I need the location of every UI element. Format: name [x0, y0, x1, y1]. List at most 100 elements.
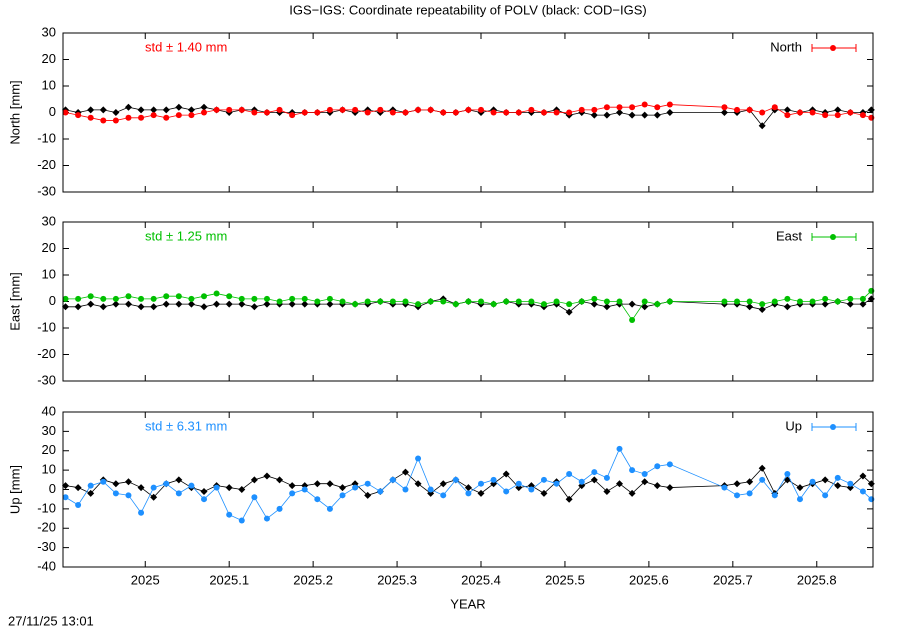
point	[125, 492, 132, 499]
point	[150, 484, 157, 491]
legend-marker	[830, 45, 836, 51]
timestamp: 27/11/25 13:01	[8, 613, 94, 628]
point	[188, 112, 195, 119]
point	[238, 300, 246, 308]
point	[478, 106, 485, 113]
point	[578, 298, 585, 305]
point	[175, 490, 182, 497]
y-axis-label: East [mm]	[7, 272, 22, 331]
x-tick-label: 2025.6	[629, 572, 669, 587]
point	[540, 489, 548, 497]
point	[528, 486, 535, 493]
point	[87, 482, 94, 489]
point	[238, 106, 245, 113]
point	[540, 301, 547, 308]
plot-frame	[62, 221, 874, 382]
point	[666, 484, 674, 492]
point	[859, 300, 867, 308]
point	[771, 298, 778, 305]
point	[326, 300, 334, 308]
point	[163, 480, 170, 487]
point	[201, 496, 208, 503]
point	[200, 103, 208, 111]
point	[276, 298, 283, 305]
point	[427, 486, 434, 493]
point	[276, 476, 284, 484]
point	[758, 305, 766, 313]
point	[62, 109, 69, 116]
point	[590, 111, 598, 119]
point	[834, 474, 841, 481]
point	[784, 112, 791, 119]
y-tick-label: 20	[42, 442, 56, 457]
y-tick-label: -10	[37, 319, 56, 334]
y-tick-label: -30	[37, 183, 56, 198]
point	[733, 480, 741, 488]
point	[616, 480, 624, 488]
point	[314, 109, 321, 116]
point	[352, 301, 359, 308]
y-tick-label: -10	[37, 130, 56, 145]
point	[666, 101, 673, 108]
point	[352, 484, 359, 491]
point	[163, 293, 170, 300]
y-tick-label: 30	[42, 24, 56, 39]
point	[490, 476, 497, 483]
point	[440, 298, 447, 305]
point	[734, 492, 741, 499]
point	[213, 106, 220, 113]
point	[503, 109, 510, 116]
point	[465, 298, 472, 305]
point	[746, 490, 753, 497]
point	[759, 476, 766, 483]
point	[721, 104, 728, 111]
point	[138, 295, 145, 302]
point	[75, 502, 82, 508]
point	[746, 478, 754, 486]
x-tick-label: 2025.4	[461, 572, 501, 587]
point	[591, 106, 598, 113]
point	[150, 112, 157, 119]
point	[603, 474, 610, 481]
point	[263, 109, 270, 116]
point	[628, 300, 636, 308]
y-tick-label: -30	[37, 539, 56, 554]
point	[326, 505, 333, 512]
point	[809, 298, 816, 305]
point	[226, 511, 233, 518]
point	[565, 495, 573, 503]
point	[339, 298, 346, 305]
point	[301, 300, 309, 308]
legend-label: Up	[785, 418, 802, 433]
y-tick-label: -30	[37, 372, 56, 387]
point	[175, 476, 183, 484]
point	[666, 109, 674, 116]
point	[263, 300, 271, 308]
y-tick-label: 40	[42, 403, 56, 418]
point	[251, 109, 258, 116]
point	[288, 482, 296, 490]
point	[112, 109, 120, 116]
point	[465, 106, 472, 113]
point	[796, 298, 803, 305]
point	[859, 295, 866, 302]
plot-frame	[62, 411, 874, 568]
point	[591, 469, 598, 476]
point	[87, 489, 95, 497]
point	[553, 298, 560, 305]
y-tick-label: -40	[37, 558, 56, 573]
point	[628, 111, 636, 119]
point	[100, 478, 107, 485]
point	[112, 300, 120, 308]
point	[339, 492, 346, 499]
chart-title: IGS−IGS: Coordinate repeatability of POL…	[289, 2, 646, 17]
point	[490, 109, 497, 116]
point	[289, 490, 296, 497]
point	[150, 303, 158, 311]
point	[62, 303, 70, 311]
point	[822, 112, 829, 119]
legend-label: North	[770, 39, 802, 54]
point	[758, 122, 766, 130]
point	[822, 295, 829, 302]
x-tick-label: 2025.3	[377, 572, 417, 587]
